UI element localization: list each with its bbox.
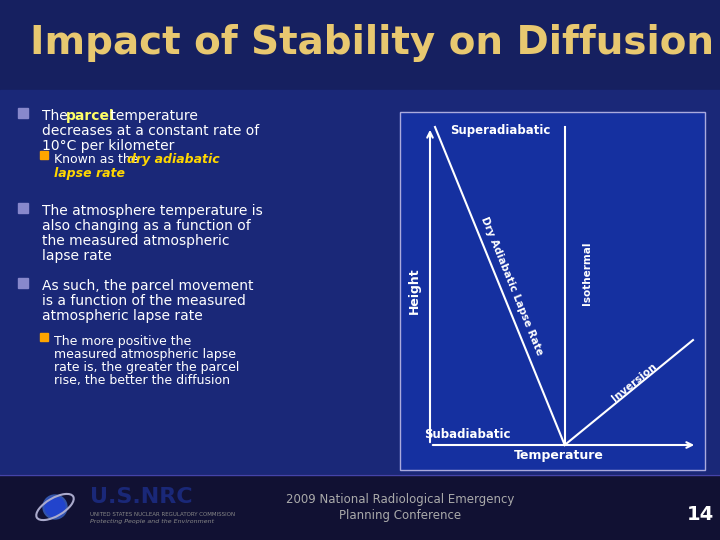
Text: dry adiabatic: dry adiabatic	[127, 153, 220, 166]
Bar	[18, 203, 28, 213]
Text: also changing as a function of: also changing as a function of	[42, 219, 251, 233]
Text: decreases at a constant rate of: decreases at a constant rate of	[42, 124, 259, 138]
Text: Superadiabatic: Superadiabatic	[451, 124, 551, 137]
Bar	[40, 333, 48, 341]
Text: The: The	[42, 109, 72, 123]
Text: is a function of the measured: is a function of the measured	[42, 294, 246, 308]
Bar	[0, 0, 720, 90]
Text: atmospheric lapse rate: atmospheric lapse rate	[42, 309, 203, 323]
Bar	[0, 90, 720, 475]
Text: 14: 14	[686, 505, 714, 524]
Bar	[400, 112, 705, 470]
Text: Dry Adiabatic Lapse Rate: Dry Adiabatic Lapse Rate	[479, 215, 544, 357]
Bar	[0, 475, 720, 540]
Text: rate is, the greater the parcel: rate is, the greater the parcel	[54, 361, 239, 374]
Text: Height: Height	[408, 268, 420, 314]
Circle shape	[43, 495, 67, 519]
Bar	[18, 278, 28, 288]
Text: The atmosphere temperature is: The atmosphere temperature is	[42, 204, 263, 218]
Text: Isothermal: Isothermal	[582, 241, 592, 305]
Text: UNITED STATES NUCLEAR REGULATORY COMMISSION: UNITED STATES NUCLEAR REGULATORY COMMISS…	[90, 511, 235, 516]
Bar	[40, 151, 48, 159]
Text: 10°C per kilometer: 10°C per kilometer	[42, 139, 174, 153]
Text: Planning Conference: Planning Conference	[339, 509, 461, 522]
Text: lapse rate: lapse rate	[54, 167, 125, 180]
Text: Subadiabatic: Subadiabatic	[424, 428, 510, 441]
Text: temperature: temperature	[106, 109, 198, 123]
Text: rise, the better the diffusion: rise, the better the diffusion	[54, 374, 230, 387]
Text: measured atmospheric lapse: measured atmospheric lapse	[54, 348, 236, 361]
Text: Temperature: Temperature	[513, 449, 603, 462]
Text: U.S.NRC: U.S.NRC	[90, 487, 193, 507]
Text: The more positive the: The more positive the	[54, 335, 192, 348]
Text: Protecting People and the Environment: Protecting People and the Environment	[90, 518, 214, 523]
Text: Known as the: Known as the	[54, 153, 143, 166]
Text: 2009 National Radiological Emergency: 2009 National Radiological Emergency	[286, 494, 514, 507]
Bar	[400, 112, 705, 470]
Text: Inversion: Inversion	[610, 361, 658, 404]
Text: the measured atmospheric: the measured atmospheric	[42, 234, 230, 248]
Bar	[18, 108, 28, 118]
Text: lapse rate: lapse rate	[42, 249, 112, 263]
Text: Impact of Stability on Diffusion: Impact of Stability on Diffusion	[30, 24, 714, 62]
Text: As such, the parcel movement: As such, the parcel movement	[42, 279, 253, 293]
Circle shape	[45, 497, 65, 517]
Text: parcel: parcel	[66, 109, 114, 123]
